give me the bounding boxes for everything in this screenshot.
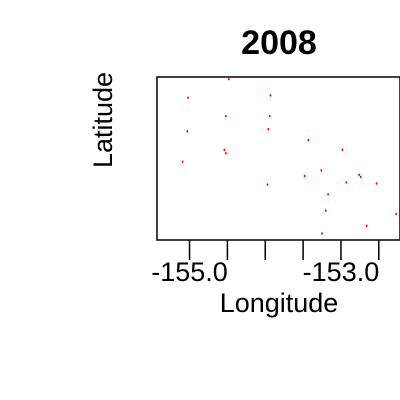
data-points	[181, 77, 398, 235]
y-axis-label: Latitude	[88, 72, 118, 168]
plot-frame	[156, 76, 400, 241]
data-point	[303, 174, 306, 178]
data-point	[341, 148, 344, 152]
data-point	[224, 114, 227, 118]
data-point	[224, 151, 227, 155]
data-point	[321, 232, 323, 235]
data-point	[223, 148, 226, 152]
x-tick-label: -153.0	[303, 257, 380, 287]
data-point	[181, 160, 184, 164]
x-axis: -155.0 -153.0	[151, 240, 380, 287]
x-tick-label: -155.0	[151, 257, 228, 287]
data-point	[320, 169, 323, 172]
data-point	[186, 129, 189, 133]
data-point	[267, 127, 270, 131]
data-point	[187, 96, 189, 100]
data-point	[269, 94, 272, 97]
data-point	[365, 224, 368, 228]
data-point	[268, 114, 271, 118]
data-point	[345, 181, 348, 184]
data-point	[307, 138, 310, 142]
data-point	[327, 193, 329, 196]
data-point	[375, 182, 378, 185]
data-point	[395, 212, 398, 216]
data-point	[266, 183, 269, 186]
chart-title: 2008	[241, 24, 317, 62]
x-axis-label: Longitude	[220, 288, 339, 318]
data-point	[228, 77, 230, 81]
data-point	[359, 175, 362, 179]
data-point	[358, 173, 361, 177]
data-point	[324, 209, 327, 212]
